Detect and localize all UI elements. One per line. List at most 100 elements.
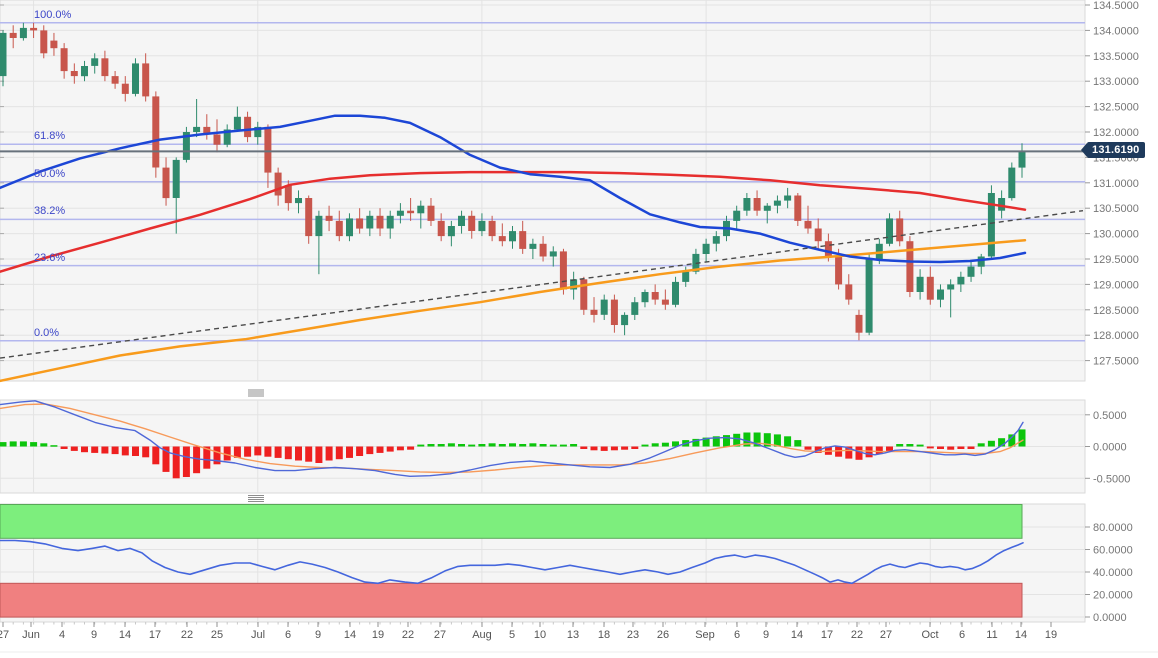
macd-histogram-bar: [559, 444, 567, 447]
time-axis-label: 9: [91, 629, 97, 641]
candle-body: [417, 205, 425, 214]
macd-histogram-bar: [356, 446, 364, 456]
candle-body: [509, 231, 516, 242]
macd-histogram-bar: [926, 446, 934, 449]
macd-histogram-bar: [1008, 434, 1016, 447]
candle-body: [193, 126, 201, 132]
candle-body: [610, 299, 618, 325]
candle-body: [651, 292, 659, 300]
price-axis-label: 128.5000: [1093, 305, 1139, 317]
candle-body: [264, 126, 272, 173]
macd-histogram-bar: [509, 443, 516, 447]
candle-body: [498, 236, 506, 242]
rsi-panel-resize-handle[interactable]: [248, 495, 264, 502]
candle-body: [40, 30, 48, 54]
time-axis-label: 22: [402, 629, 414, 641]
macd-panel[interactable]: 0.5000 0.0000 -0.5000: [0, 399, 1130, 494]
macd-histogram-bar: [937, 446, 944, 449]
dashed-trendline[interactable]: [0, 210, 1084, 359]
oversold-band: [0, 582, 1023, 618]
candle-body: [559, 251, 567, 290]
macd-histogram-bar: [458, 444, 465, 447]
macd-histogram-bar: [81, 446, 88, 453]
rsi-axis-label: 0.0000: [1093, 612, 1127, 624]
candle-body: [366, 215, 374, 229]
macd-histogram-bar: [203, 446, 211, 469]
time-axis-label: 27: [880, 629, 892, 641]
macd-histogram-bar: [712, 436, 720, 447]
time-axis-label: 6: [959, 629, 965, 641]
macd-histogram-bar: [784, 436, 792, 447]
candle-body: [580, 279, 588, 310]
macd-histogram-bar: [468, 444, 476, 447]
main-panel[interactable]: 134.5000 134.0000 133.5000 133.0000 132.5000…: [0, 0, 1139, 383]
macd-histogram-bar: [590, 446, 598, 451]
macd-panel-resize-handle[interactable]: [248, 389, 264, 397]
price-axis-label: 130.5000: [1093, 203, 1139, 215]
candle-body: [712, 236, 720, 244]
time-axis-label: 9: [315, 629, 321, 641]
time-axis-label: 25: [211, 629, 223, 641]
macd-histogram-bar: [672, 441, 679, 447]
time-axis[interactable]: 27 Jun 4 9 14 17 22 25 Jul 6 9 14 19 22 27 Aug 5 10 13 18 23…: [0, 622, 1158, 653]
macd-histogram-bar: [661, 442, 669, 447]
macd-histogram-bar: [254, 446, 262, 456]
candle-body: [396, 210, 404, 216]
candle-body: [672, 281, 679, 305]
candle-body: [967, 266, 975, 277]
macd-histogram-bar: [437, 444, 445, 447]
candle-body: [0, 32, 7, 77]
candle-body: [519, 231, 527, 249]
time-axis-label: 14: [791, 629, 803, 641]
macd-histogram-bar: [111, 446, 119, 455]
time-axis-label: 10: [534, 629, 546, 641]
macd-histogram-bar: [121, 446, 129, 456]
macd-histogram-bar: [723, 435, 730, 447]
candle-body: [223, 129, 231, 145]
candle-body: [998, 198, 1006, 211]
macd-histogram-bar: [366, 446, 374, 455]
time-axis-label: 22: [181, 629, 193, 641]
macd-histogram-bar: [142, 446, 150, 458]
macd-histogram-bar: [753, 432, 761, 447]
candle-body: [152, 96, 160, 168]
candle-body: [539, 243, 547, 257]
time-axis-label: 14: [1015, 629, 1027, 641]
time-axis-label: 22: [851, 629, 863, 641]
macd-histogram-bar: [315, 446, 323, 463]
macd-histogram-bar: [804, 446, 812, 450]
candle-body: [468, 215, 476, 231]
time-axis-label: Oct: [921, 629, 938, 641]
macd-histogram-bar: [977, 443, 985, 447]
candle-body: [376, 215, 384, 229]
time-axis-label: 27: [0, 629, 9, 641]
candle-body: [631, 302, 639, 315]
candle-body: [9, 32, 17, 38]
macd-histogram-bar: [610, 446, 618, 451]
macd-main-line: [0, 400, 1024, 477]
candle-body: [1018, 151, 1026, 168]
macd-histogram-bar: [549, 444, 557, 447]
candle-body: [804, 220, 812, 229]
candle-body: [529, 243, 537, 249]
candle-body: [590, 309, 598, 315]
candle-body: [30, 27, 38, 31]
candle-body: [274, 172, 282, 196]
candle-body: [132, 63, 139, 94]
candle-body: [926, 276, 934, 300]
macd-histogram-bar: [386, 446, 394, 452]
candle-body: [794, 195, 802, 221]
candle-body: [875, 243, 883, 259]
candle-body: [386, 215, 394, 229]
candle-body: [447, 226, 455, 237]
candles: [0, 22, 1026, 341]
macd-histogram-bar: [570, 444, 578, 447]
time-axis-label: 6: [734, 629, 740, 641]
macd-histogram-bar: [773, 434, 781, 447]
candle-body: [977, 256, 985, 267]
macd-histogram-bar: [295, 446, 302, 461]
rsi-panel[interactable]: 80.0000 60.0000 40.0000 20.0000 0.0000: [0, 503, 1133, 624]
macd-histogram-bar: [529, 443, 537, 447]
candle-body: [458, 215, 465, 226]
